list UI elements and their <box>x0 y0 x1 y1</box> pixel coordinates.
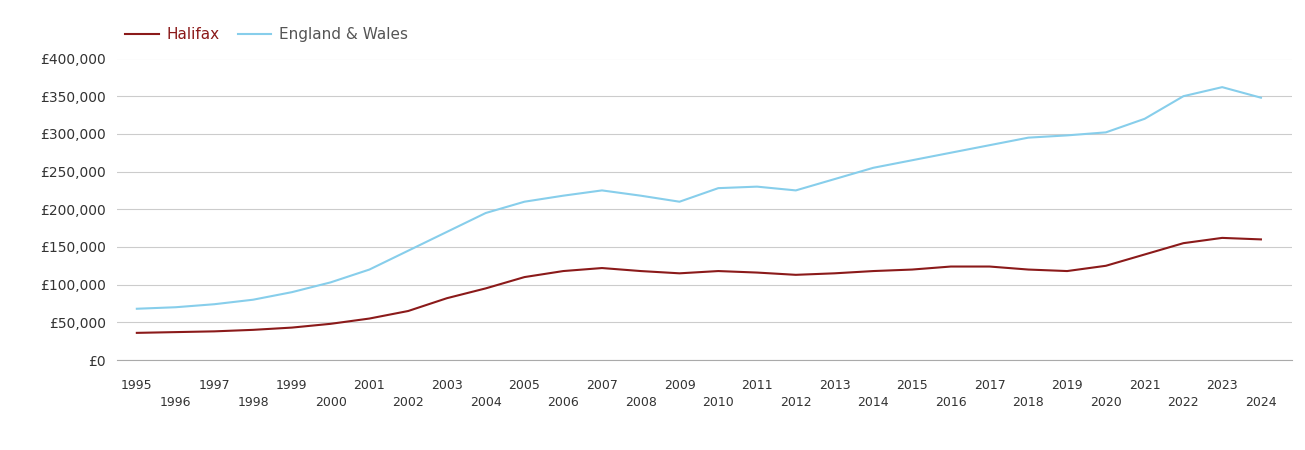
England & Wales <box>594 188 609 193</box>
Halifax <box>168 329 184 335</box>
England & Wales <box>361 267 377 272</box>
Halifax <box>1137 252 1152 257</box>
England & Wales <box>827 176 843 182</box>
Text: 2007: 2007 <box>586 379 617 392</box>
Line: England & Wales: England & Wales <box>137 87 1261 309</box>
Text: 2002: 2002 <box>393 396 424 409</box>
England & Wales <box>788 188 804 193</box>
Legend: Halifax, England & Wales: Halifax, England & Wales <box>125 27 408 42</box>
Text: 2001: 2001 <box>354 379 385 392</box>
Text: 2012: 2012 <box>780 396 812 409</box>
Halifax <box>556 268 572 274</box>
England & Wales <box>322 279 338 285</box>
Text: 2017: 2017 <box>974 379 1005 392</box>
England & Wales <box>904 158 920 163</box>
Text: 2015: 2015 <box>897 379 928 392</box>
Text: 2018: 2018 <box>1013 396 1044 409</box>
Text: 2021: 2021 <box>1129 379 1160 392</box>
Halifax <box>710 268 726 274</box>
Text: 2005: 2005 <box>509 379 540 392</box>
England & Wales <box>438 229 454 234</box>
Halifax <box>749 270 765 275</box>
Text: 2004: 2004 <box>470 396 501 409</box>
Text: 2019: 2019 <box>1052 379 1083 392</box>
Halifax <box>1098 263 1113 269</box>
Halifax <box>944 264 959 269</box>
Halifax <box>1215 235 1231 241</box>
Halifax <box>129 330 145 336</box>
Halifax <box>633 268 649 274</box>
Halifax <box>827 270 843 276</box>
England & Wales <box>517 199 532 204</box>
Line: Halifax: Halifax <box>137 238 1261 333</box>
Halifax <box>401 308 416 314</box>
Halifax <box>1021 267 1036 272</box>
Halifax <box>206 328 222 334</box>
England & Wales <box>206 302 222 307</box>
England & Wales <box>1098 130 1113 135</box>
Halifax <box>361 316 377 321</box>
Text: 2008: 2008 <box>625 396 656 409</box>
England & Wales <box>1060 133 1075 138</box>
Halifax <box>865 268 881 274</box>
England & Wales <box>710 185 726 191</box>
England & Wales <box>556 193 572 198</box>
England & Wales <box>944 150 959 155</box>
Text: 2009: 2009 <box>664 379 696 392</box>
Text: 2023: 2023 <box>1206 379 1238 392</box>
Text: 2006: 2006 <box>547 396 579 409</box>
Text: 2000: 2000 <box>315 396 347 409</box>
Halifax <box>284 325 300 330</box>
Text: 2011: 2011 <box>741 379 773 392</box>
Text: 2013: 2013 <box>818 379 851 392</box>
Halifax <box>438 296 454 301</box>
Halifax <box>322 321 338 327</box>
England & Wales <box>1021 135 1036 140</box>
England & Wales <box>478 210 493 216</box>
Halifax <box>478 286 493 291</box>
England & Wales <box>1176 94 1191 99</box>
Halifax <box>1060 268 1075 274</box>
England & Wales <box>129 306 145 311</box>
England & Wales <box>865 165 881 171</box>
Halifax <box>788 272 804 278</box>
England & Wales <box>168 305 184 310</box>
Halifax <box>1253 237 1268 242</box>
England & Wales <box>401 248 416 253</box>
Halifax <box>517 274 532 280</box>
Halifax <box>904 267 920 272</box>
England & Wales <box>284 289 300 295</box>
Text: 1995: 1995 <box>121 379 153 392</box>
England & Wales <box>981 143 997 148</box>
Text: 1998: 1998 <box>238 396 269 409</box>
Halifax <box>981 264 997 269</box>
Halifax <box>672 270 688 276</box>
England & Wales <box>633 193 649 198</box>
England & Wales <box>1137 116 1152 122</box>
Text: 1999: 1999 <box>277 379 308 392</box>
England & Wales <box>672 199 688 204</box>
Text: 1996: 1996 <box>159 396 192 409</box>
Text: 2016: 2016 <box>934 396 967 409</box>
Text: 1997: 1997 <box>198 379 230 392</box>
Text: 2003: 2003 <box>431 379 463 392</box>
England & Wales <box>749 184 765 189</box>
England & Wales <box>245 297 261 302</box>
Halifax <box>1176 240 1191 246</box>
Halifax <box>245 327 261 333</box>
Text: 2024: 2024 <box>1245 396 1276 409</box>
Text: 2020: 2020 <box>1090 396 1122 409</box>
Text: 2022: 2022 <box>1168 396 1199 409</box>
England & Wales <box>1215 85 1231 90</box>
Text: 2010: 2010 <box>702 396 735 409</box>
Text: 2014: 2014 <box>857 396 889 409</box>
Halifax <box>594 266 609 271</box>
England & Wales <box>1253 95 1268 100</box>
